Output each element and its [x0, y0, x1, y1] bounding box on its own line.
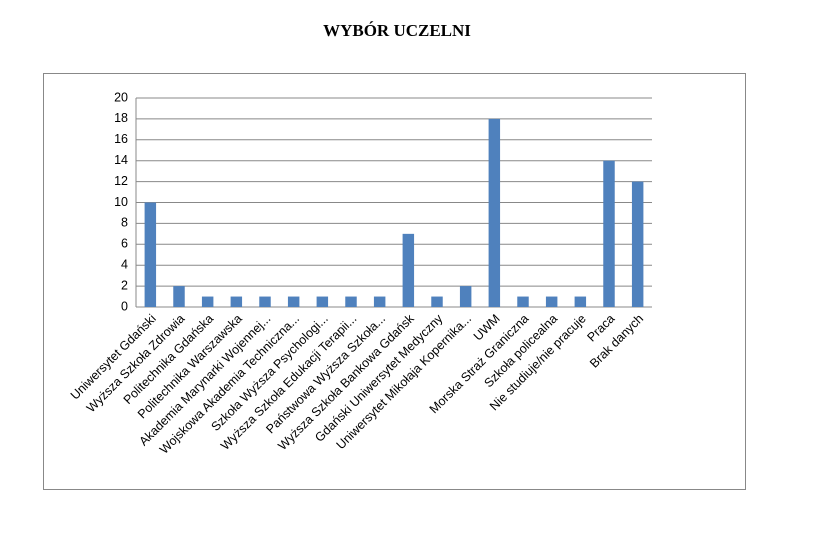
bar [431, 296, 443, 307]
bar [488, 118, 501, 308]
bar [545, 296, 558, 307]
bar [287, 296, 300, 307]
chart-frame [43, 73, 746, 490]
bar [603, 160, 615, 307]
bar [230, 296, 243, 307]
y-tick-label: 14 [114, 153, 128, 167]
bar [173, 286, 185, 307]
bar [459, 286, 472, 307]
bar [574, 296, 587, 307]
y-tick-label: 20 [114, 90, 128, 104]
bar [402, 233, 415, 307]
bar [517, 296, 529, 307]
bar [259, 296, 271, 307]
y-tick-label: 6 [121, 237, 128, 251]
y-tick-label: 0 [121, 299, 128, 313]
bar [144, 202, 157, 307]
y-tick-label: 16 [114, 132, 128, 146]
bar [201, 296, 214, 307]
y-tick-label: 12 [114, 174, 128, 188]
y-tick-label: 18 [114, 111, 128, 125]
y-tick-label: 10 [114, 195, 128, 209]
chart-title: WYBÓR UCZELNI [323, 21, 471, 40]
y-tick-label: 8 [121, 216, 128, 230]
bar [345, 296, 357, 307]
bar [316, 296, 329, 307]
bar [373, 296, 386, 307]
y-tick-label: 4 [121, 257, 128, 271]
y-tick-label: 2 [121, 278, 128, 292]
bar [631, 181, 644, 307]
